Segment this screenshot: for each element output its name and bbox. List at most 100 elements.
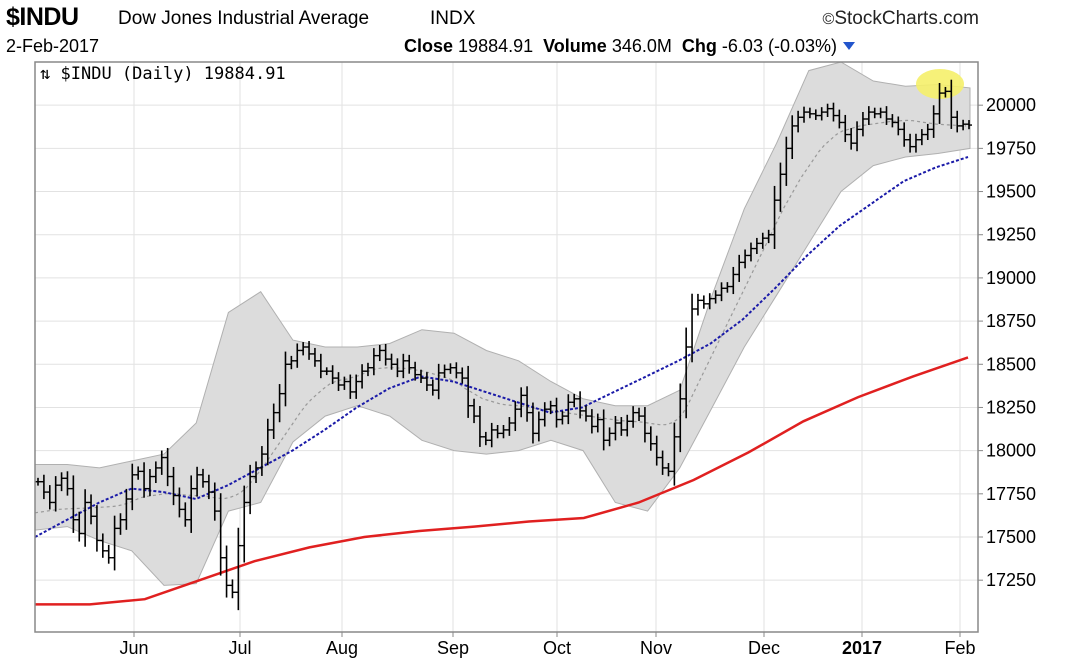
ohlc-bar — [795, 110, 802, 133]
ohlc-bar — [264, 418, 271, 466]
ohlc-bar — [459, 367, 466, 384]
volume-value: 346.0M — [611, 36, 672, 56]
ohlc-bar — [924, 123, 931, 140]
ohlc-bar — [512, 401, 519, 432]
ohlc-bar — [529, 402, 536, 444]
x-axis: Jun Jul Aug Sep Oct Nov Dec 2017 Feb — [119, 632, 976, 658]
ohlc-bar — [99, 533, 106, 558]
ohlc-bar — [559, 411, 566, 425]
ohlc-bar — [712, 290, 719, 304]
ohlc-bar — [429, 379, 436, 396]
ohlc-bar — [253, 461, 260, 484]
chart-legend: ⇅ $INDU (Daily) 19884.91 — [40, 64, 286, 84]
ohlc-bar — [677, 383, 684, 453]
y-tick-label: 17500 — [986, 527, 1036, 547]
ohlc-bar — [824, 103, 831, 118]
ohlc-bar — [547, 400, 554, 415]
ohlc-bar — [830, 102, 837, 122]
ohlc-bar — [382, 343, 389, 366]
ohlc-bar — [453, 362, 460, 379]
ohlc-bar — [854, 121, 861, 152]
ohlc-bar — [205, 474, 212, 500]
x-tick-label: Jul — [228, 638, 251, 658]
ohlc-bar — [907, 133, 914, 153]
ohlc-bar — [258, 446, 265, 476]
ohlc-bar — [571, 393, 578, 408]
ohlc-bar — [353, 374, 360, 399]
ohlc-bar — [694, 293, 701, 316]
ohlc-bar — [689, 293, 696, 363]
ohlc-bar — [152, 461, 159, 484]
ohlc-bar — [759, 232, 766, 249]
ohlc-bar — [641, 407, 648, 443]
ohlc-bar — [889, 114, 896, 128]
ohlc-bar — [64, 471, 71, 496]
ohlc-bar — [930, 105, 937, 138]
change-label: Chg — [681, 36, 717, 56]
ohlc-bar — [288, 355, 295, 370]
y-tick-label: 17250 — [986, 570, 1036, 590]
ohlc-bar — [76, 511, 83, 542]
ohlc-bar — [400, 353, 407, 379]
ohlc-bar — [217, 493, 224, 576]
ohlc-bar — [164, 447, 171, 487]
y-axis: 17250 17500 17750 18000 18250 18500 18750 19000… — [978, 95, 1036, 590]
ohlc-bar — [311, 347, 318, 367]
ohlc-bar — [129, 463, 136, 511]
ohlc-bar — [347, 374, 354, 399]
ohlc-bar — [135, 466, 142, 480]
ohlc-bar — [600, 409, 607, 451]
ohlc-bar — [58, 472, 65, 492]
stockcharts-logo[interactable]: ©StockCharts.com — [823, 9, 979, 28]
y-tick-label: 19500 — [986, 182, 1036, 202]
ohlc-bar — [158, 450, 165, 475]
legend-label: $INDU (Daily) 19884.91 — [61, 64, 286, 84]
ohlc-bar — [88, 494, 95, 525]
ohlc-bar — [871, 107, 878, 119]
ohlc-bar — [806, 107, 813, 119]
ohlc-bar — [842, 114, 849, 143]
ohlc-bar — [912, 133, 919, 153]
ohlc-bar — [482, 431, 489, 446]
x-tick-label: Jun — [119, 638, 148, 658]
ohlc-bar — [524, 386, 531, 422]
ohlc-bar — [388, 353, 395, 370]
ohlc-bar — [194, 466, 201, 497]
ohlc-bar — [199, 468, 206, 488]
ohlc-bar — [70, 475, 77, 533]
ohlc-bar — [612, 416, 619, 441]
plot-frame — [34, 61, 979, 633]
chart-date: 2-Feb-2017 — [6, 36, 100, 56]
x-tick-label: Aug — [326, 638, 358, 658]
y-tick-label: 18000 — [986, 441, 1036, 461]
ohlc-bar — [82, 489, 89, 547]
ohlc-bar — [223, 545, 230, 598]
ohlc-bar — [783, 136, 790, 186]
ohlc-bar — [771, 185, 778, 249]
y-tick-label: 19250 — [986, 225, 1036, 245]
close-label: Close — [404, 36, 454, 56]
ohlc-bar — [665, 462, 672, 477]
y-tick-label: 18500 — [986, 354, 1036, 374]
ohlc-bar — [146, 469, 153, 497]
ohlc-bar — [211, 482, 218, 521]
ohlc-bar — [966, 120, 972, 130]
change-value: -6.03 (-0.03%) — [721, 36, 837, 56]
ohlc-bar — [500, 424, 507, 439]
ohlc-bar — [730, 266, 737, 295]
ohlc-bar — [423, 372, 430, 391]
ohlc-bar — [241, 485, 248, 563]
ohlc-bar — [742, 249, 749, 269]
ohlc-bar — [46, 485, 53, 510]
down-arrow-icon — [842, 42, 855, 50]
ohlc-bar — [577, 391, 584, 419]
ohlc-bar — [518, 387, 525, 418]
ohlc-bar — [317, 353, 324, 379]
ohlc-bar — [588, 409, 595, 434]
bollinger-bands — [34, 61, 971, 586]
ohlc-bar — [700, 295, 707, 309]
x-tick-label: 2017 — [842, 638, 882, 658]
legend-bars-icon: ⇅ — [40, 64, 51, 84]
ohlc-bar — [270, 403, 277, 439]
